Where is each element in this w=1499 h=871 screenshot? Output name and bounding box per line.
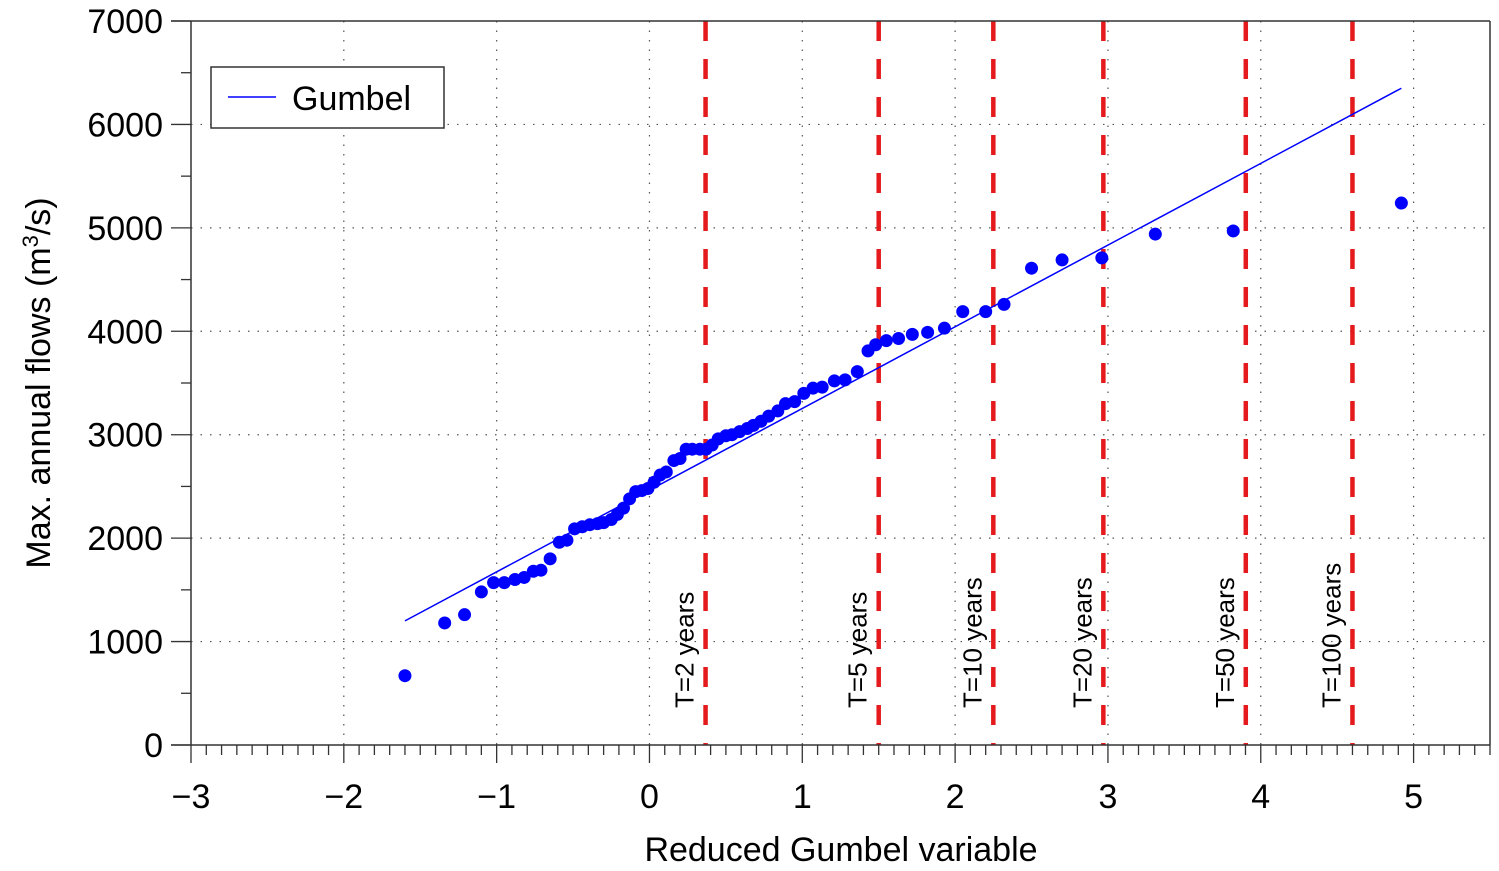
x-tick-label: 0 xyxy=(640,778,659,816)
data-point xyxy=(788,395,802,409)
data-point xyxy=(534,563,548,577)
data-point xyxy=(1055,253,1069,267)
data-point xyxy=(1226,224,1240,238)
x-axis-title: Reduced Gumbel variable xyxy=(644,831,1037,869)
y-tick-label: 6000 xyxy=(87,106,163,144)
axes xyxy=(171,20,1491,746)
y-tick-label: 0 xyxy=(144,727,163,765)
grid-lines xyxy=(191,21,1490,745)
y-tick-label: 7000 xyxy=(87,3,163,41)
x-tick-label: 2 xyxy=(946,778,965,816)
legend-label: Gumbel xyxy=(292,80,411,118)
data-point xyxy=(497,576,511,590)
axis-ticks: −3 −2 −1 0 1 2 3 4 5 0 1000 2000 3000 4000 5000 6000 700… xyxy=(87,3,1491,816)
data-point xyxy=(956,305,970,319)
data-point xyxy=(892,332,906,346)
y-tick-label: 4000 xyxy=(87,313,163,351)
data-point xyxy=(869,338,883,352)
y-tick-label: 1000 xyxy=(87,624,163,662)
data-point xyxy=(850,365,864,379)
data-point xyxy=(979,305,993,319)
legend: Gumbel xyxy=(210,66,445,129)
data-point xyxy=(879,334,893,348)
x-tick-label: −2 xyxy=(324,778,363,816)
data-point xyxy=(1394,196,1408,210)
return-period-label: T=10 years xyxy=(957,577,987,708)
x-tick-label: −1 xyxy=(477,778,516,816)
y-axis-title: Max. annual flows (m3/s) xyxy=(18,197,59,568)
data-point xyxy=(1025,261,1039,275)
y-tick-label: 5000 xyxy=(87,210,163,248)
data-point xyxy=(487,576,501,590)
data-point xyxy=(905,327,919,341)
data-point xyxy=(838,373,852,387)
data-point xyxy=(827,374,841,388)
x-tick-label: −3 xyxy=(172,778,211,816)
data-point xyxy=(659,465,673,479)
data-point xyxy=(458,608,472,622)
y-tick-label: 2000 xyxy=(87,520,163,558)
x-tick-label: 3 xyxy=(1098,778,1117,816)
x-tick-label: 5 xyxy=(1404,778,1423,816)
data-point xyxy=(997,297,1011,311)
data-point xyxy=(474,585,488,599)
return-period-labels: T=2 years T=5 years T=10 years T=20 years T=… xyxy=(670,563,1347,708)
data-point xyxy=(815,380,829,394)
data-point xyxy=(1095,251,1109,265)
data-point xyxy=(398,669,412,683)
data-point xyxy=(1148,227,1162,241)
return-period-label: T=50 years xyxy=(1210,577,1240,708)
return-period-label: T=100 years xyxy=(1316,563,1346,708)
x-tick-label: 4 xyxy=(1251,778,1270,816)
x-tick-label: 1 xyxy=(793,778,812,816)
data-point xyxy=(673,452,687,466)
data-point xyxy=(560,533,574,547)
return-period-lines xyxy=(703,21,1355,745)
data-point xyxy=(543,552,557,566)
data-point xyxy=(921,325,935,339)
y-tick-label: 3000 xyxy=(87,417,163,455)
data-point xyxy=(937,321,951,335)
data-point xyxy=(517,570,531,584)
return-period-label: T=5 years xyxy=(843,592,873,708)
data-point xyxy=(616,501,630,515)
return-period-label: T=20 years xyxy=(1067,577,1097,708)
observed-points xyxy=(398,196,1408,683)
return-period-label: T=2 years xyxy=(670,592,700,708)
data-point xyxy=(438,616,452,630)
